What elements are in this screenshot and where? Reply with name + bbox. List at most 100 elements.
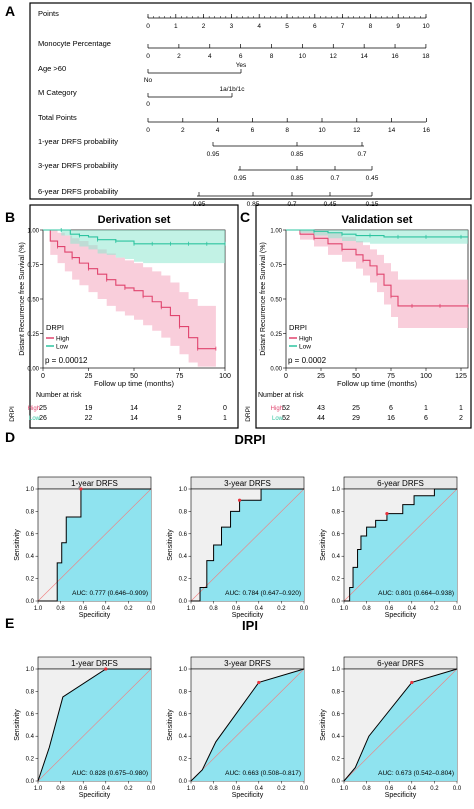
roc-ytick-label: 0.2: [332, 577, 341, 583]
roc-ytick-label: 0.8: [332, 509, 341, 515]
roc-curve: [343, 668, 458, 782]
risk-table-row-label: Low: [29, 416, 41, 422]
roc-reference-line: [190, 488, 305, 602]
nomogram-row-label: 6-year DRFS probability: [38, 187, 118, 196]
roc-cutoff-point: [257, 680, 261, 685]
nomogram-tick-label: 0: [146, 53, 150, 60]
roc-xtick-label: 0.2: [124, 786, 133, 792]
roc-xtick-label: 0.4: [408, 786, 417, 792]
risk-table-cell: 6: [424, 415, 428, 422]
roc-xtick-label: 1.0: [340, 606, 349, 612]
nomogram-tick-label: 1a/1b/1c: [220, 86, 246, 93]
risk-table-cell: 16: [387, 415, 395, 422]
km-xtick-label: 50: [130, 373, 138, 380]
nomogram-tick-label: 2: [181, 127, 185, 134]
roc-xtick-label: 0.0: [300, 786, 309, 792]
roc-title: 1-year DRFS: [71, 479, 118, 488]
km-ytick-label: 1.00: [270, 229, 282, 235]
roc-ytick-label: 0.4: [26, 734, 35, 740]
risk-table-cell: 29: [352, 415, 360, 422]
km-title: Derivation set: [98, 214, 171, 226]
roc-xlabel: Specificity: [79, 612, 111, 619]
nomogram-tick-label: 0.7: [330, 175, 339, 182]
roc-ytick-label: 0.0: [26, 599, 35, 605]
km-xtick-label: 75: [176, 373, 184, 380]
nomogram-tick-label: 0.85: [291, 151, 304, 158]
roc-xtick-label: 0.6: [232, 606, 241, 612]
roc-ytick-label: 0.4: [332, 734, 341, 740]
km-ylabel: Distant Recurrence free Survival (%): [19, 242, 26, 356]
roc-xtick-label: 0.8: [209, 606, 218, 612]
roc-ytick-label: 0.0: [332, 599, 341, 605]
nomogram-tick-label: 0.45: [366, 175, 379, 182]
roc-xtick-label: 0.2: [277, 606, 286, 612]
roc-ytick-label: 0.2: [26, 757, 35, 763]
roc-ytick-label: 1.0: [26, 487, 35, 493]
roc-xtick-label: 1.0: [340, 786, 349, 792]
roc-xlabel: Specificity: [385, 792, 417, 799]
km-xtick-label: 100: [219, 373, 231, 380]
roc-xtick-label: 0.0: [453, 786, 462, 792]
nomogram-tick-label: 4: [216, 127, 220, 134]
nomogram-tick-label: 6: [239, 53, 243, 60]
roc-cutoff-point: [410, 680, 414, 685]
nomogram-tick-label: 0: [146, 127, 150, 134]
roc-ytick-label: 0.2: [332, 757, 341, 763]
nomogram-tick-label: 12: [353, 127, 361, 134]
risk-table-cell: 14: [130, 415, 138, 422]
roc-drpi-3yr: 3-year DRFS 1.0 0.8 0.6 0.4 0.2 0.0 0.0 0.2 0.4 0.…: [167, 476, 309, 619]
km-derivation-frame: [29, 204, 239, 429]
roc-xtick-label: 0.8: [209, 786, 218, 792]
nomogram-row-label: 1-year DRFS probability: [38, 137, 118, 146]
roc-xtick-label: 0.4: [255, 786, 264, 792]
risk-table-cell: 52: [282, 415, 290, 422]
roc-xtick-label: 1.0: [34, 786, 43, 792]
nomogram-tick-label: 6: [313, 23, 317, 30]
roc-ylabel: Sensitivity: [167, 529, 174, 561]
roc-xtick-label: 1.0: [34, 606, 43, 612]
km-ylabel: Distant Recurrence free Survival (%): [260, 242, 267, 356]
risk-table-row-label: High: [28, 406, 40, 412]
roc-ylabel: Sensitivity: [320, 529, 327, 561]
km-title: Validation set: [342, 214, 413, 226]
risk-table-cell: 22: [85, 415, 93, 422]
km-xtick-label: 125: [455, 373, 467, 380]
roc-xtick-label: 0.8: [56, 786, 65, 792]
km-legend-title: DRPI: [46, 323, 64, 332]
roc-xtick-label: 0.2: [124, 606, 133, 612]
km-pvalue: p = 0.00012: [45, 356, 88, 365]
roc-cutoff-point: [385, 512, 389, 516]
km-ytick-label: 0.25: [270, 332, 282, 338]
nomogram-tick-label: 4: [257, 23, 261, 30]
risk-table-cell: 43: [317, 405, 325, 412]
roc-cutoff-point: [79, 487, 83, 491]
roc-ipi-3yr: 3-year DRFS 1.0 0.8 0.6 0.4 0.2 0.0 0.0 0.2 0.4 0.…: [167, 656, 309, 799]
km-ytick-label: 0.00: [270, 367, 282, 373]
km-legend-label: Low: [56, 344, 68, 351]
risk-table-cell: 26: [39, 415, 47, 422]
roc-ytick-label: 0.6: [179, 532, 188, 538]
roc-ytick-label: 0.6: [26, 712, 35, 718]
nomogram-tick-label: 8: [270, 53, 274, 60]
nomogram-row-label: Total Points: [38, 113, 77, 122]
nomogram-row-label: Monocyte Percentage: [38, 39, 111, 48]
nomogram-tick-label: 16: [423, 127, 431, 134]
km-legend-label: High: [299, 336, 313, 343]
roc-xlabel: Specificity: [232, 612, 264, 619]
nomogram-tick-label: 8: [369, 23, 373, 30]
roc-xtick-label: 0.0: [147, 606, 156, 612]
roc-ytick-label: 0.8: [179, 509, 188, 515]
panel-label-c: C: [240, 209, 250, 225]
roc-ytick-label: 1.0: [179, 667, 188, 673]
nomogram-tick-label: 3: [230, 23, 234, 30]
nomogram-tick-label: 12: [330, 53, 338, 60]
roc-auc-label: AUC: 0.663 (0.508–0.817): [225, 770, 301, 777]
roc-ytick-label: 0.4: [26, 554, 35, 560]
risk-table-cell: 1: [424, 405, 428, 412]
km-ytick-label: 0.50: [270, 298, 282, 304]
roc-ytick-label: 0.6: [26, 532, 35, 538]
risk-table-title: Number at risk: [258, 392, 304, 399]
km-xtick-label: 25: [317, 373, 325, 380]
roc-reference-line: [343, 668, 458, 782]
